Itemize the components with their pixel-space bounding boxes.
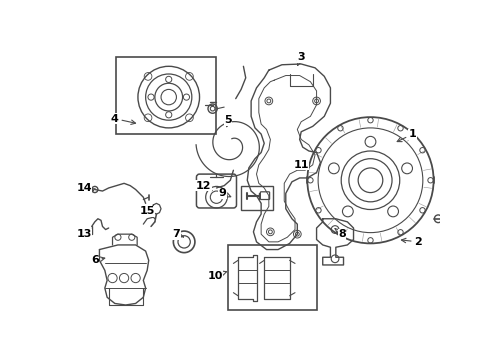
Text: 12: 12 — [196, 181, 212, 191]
Text: 2: 2 — [401, 237, 422, 247]
Bar — [241, 186, 273, 210]
Text: 1: 1 — [397, 129, 416, 141]
Text: 8: 8 — [335, 229, 346, 239]
Text: 7: 7 — [172, 229, 184, 239]
Text: 11: 11 — [294, 160, 309, 170]
Text: 3: 3 — [297, 52, 305, 66]
Text: 9: 9 — [219, 188, 231, 198]
Text: 10: 10 — [207, 271, 226, 281]
Bar — [228, 245, 317, 310]
Text: 6: 6 — [91, 255, 105, 265]
Text: 13: 13 — [76, 229, 92, 239]
Text: 4: 4 — [111, 114, 136, 125]
Text: 5: 5 — [224, 115, 232, 127]
Bar — [117, 57, 217, 134]
Text: 15: 15 — [140, 206, 155, 216]
Text: 14: 14 — [76, 183, 94, 193]
